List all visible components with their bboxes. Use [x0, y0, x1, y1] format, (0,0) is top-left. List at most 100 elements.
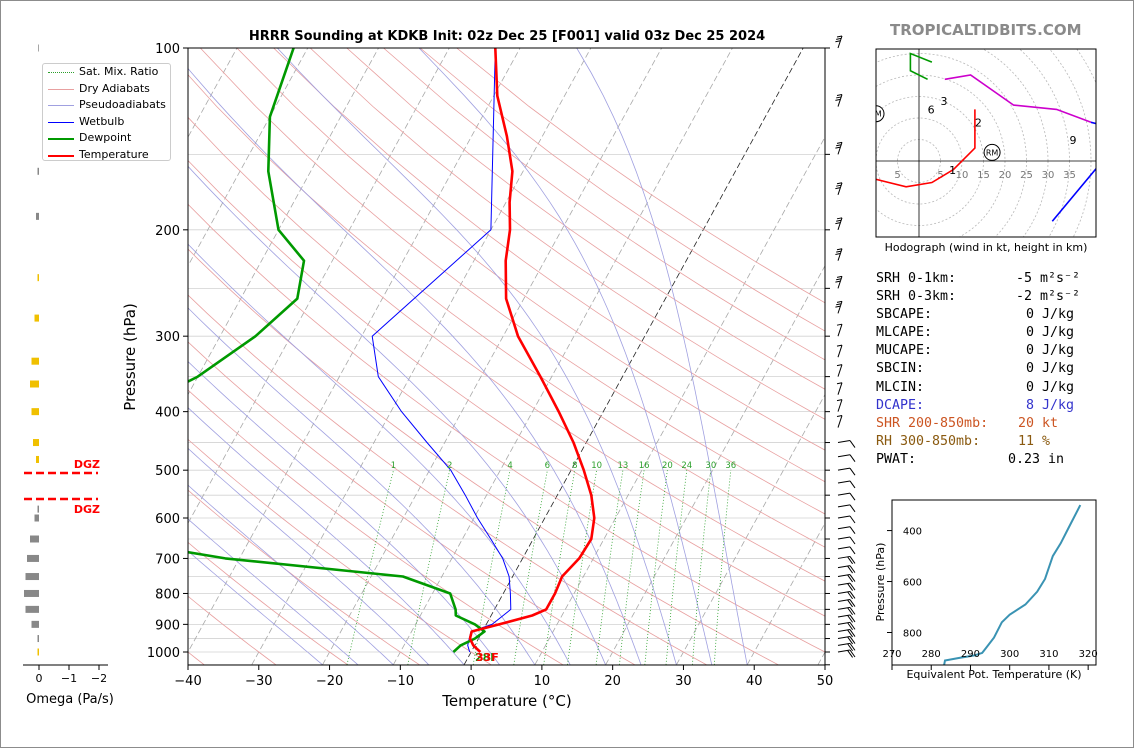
mixing-ratio-label: 8 — [572, 461, 577, 471]
wind-barb-staff — [837, 142, 843, 155]
isotherm-line — [188, 48, 379, 396]
omega-tick-label: −2 — [91, 672, 107, 685]
pseudoadiabat-line — [188, 361, 500, 665]
wind-barb-staff — [837, 480, 851, 484]
wind-barb-flag — [847, 574, 854, 583]
hodograph-ring-label: 10 — [956, 170, 969, 181]
wind-barb-flag — [849, 643, 856, 651]
wind-barb-flag — [849, 607, 856, 615]
wind-barb-staff — [837, 301, 843, 314]
omega-bar — [30, 380, 39, 388]
x-tick-label: 0 — [467, 674, 475, 689]
dry-adiabat-line — [309, 48, 825, 420]
legend-item-temperature: Temperature — [43, 148, 170, 164]
omega-bar — [27, 554, 39, 562]
y-tick-label: 1000 — [147, 646, 180, 661]
hodograph-height-label: 9 — [1070, 134, 1077, 147]
mixing-ratio-label: 30 — [705, 461, 716, 471]
omega-bar — [37, 635, 39, 643]
wind-barb-staff — [837, 217, 843, 230]
hodograph-height-label: 1 — [949, 164, 956, 177]
wind-barb-flag — [849, 504, 856, 513]
dgz-bottom-label: DGZ — [74, 503, 100, 516]
wind-barb-staff — [837, 440, 851, 444]
hodograph-height-label: 2 — [975, 117, 982, 130]
wind-barb-flag — [847, 599, 854, 608]
wind-barb — [837, 606, 856, 616]
skewt-plot: −40 −30 −20 −10 0 10 20 30 40 50 1002003004005006… — [121, 35, 856, 710]
x-tick-label: 50 — [817, 674, 834, 689]
x-tick-label: 30 — [675, 674, 692, 689]
theta-e-x-tick-label: 290 — [961, 649, 980, 660]
hodograph-trace — [1051, 121, 1096, 222]
x-tick-label: 20 — [604, 674, 621, 689]
omega-bar — [37, 648, 39, 656]
wind-barb-flag — [836, 35, 843, 38]
wind-barb — [837, 614, 856, 623]
param-row: MLCAPE: 0 J/kg — [876, 325, 1075, 341]
wind-barb-flag — [849, 614, 856, 623]
wind-barb-flag — [849, 649, 856, 658]
wind-barb-flag — [849, 574, 856, 582]
omega-bar — [36, 455, 39, 463]
hodograph-ring-label: 20 — [999, 170, 1012, 181]
y-axis-label: Pressure (hPa) — [121, 303, 139, 411]
wind-barb-flag — [849, 636, 856, 644]
dry-adiabat-line — [188, 595, 277, 665]
pseudoadiabat-line — [188, 550, 323, 665]
theta-e-ylabel: Pressure (hPa) — [874, 543, 887, 622]
wind-barb-staff — [837, 382, 843, 395]
param-row: SRH 0-3km: -2 m²s⁻² — [876, 289, 1081, 305]
param-row: SRH 0-1km: -5 m²s⁻² — [876, 271, 1081, 286]
omega-bar — [34, 514, 39, 522]
wind-barb — [837, 565, 856, 574]
hodograph-marker — [876, 105, 885, 123]
wind-barb — [837, 536, 856, 545]
mixing-ratio-label: 1 — [391, 461, 396, 471]
wind-barb-staff — [837, 345, 843, 358]
legend-item-sat-mix-ratio: Sat. Mix. Ratio — [43, 65, 170, 81]
y-tick-label: 600 — [155, 512, 180, 527]
omega-bar — [33, 439, 39, 447]
brand-watermark: TROPICALTIDBITS.COM — [890, 21, 1082, 39]
theta-e-xlabel: Equivalent Pot. Temperature (K) — [906, 668, 1081, 681]
wind-barb — [836, 399, 843, 412]
pseudoadiabat-line — [418, 48, 713, 665]
wind-barb-staff — [837, 276, 843, 289]
hodograph-ring-label: 5 — [937, 170, 943, 181]
wind-barb-staff — [837, 94, 843, 107]
wind-barb-flag — [847, 591, 854, 600]
hodograph-ring-label: 30 — [1042, 170, 1055, 181]
wind-barb-flag — [849, 599, 856, 607]
wind-barb-staff — [837, 454, 851, 458]
wind-barb — [837, 515, 856, 524]
wind-barb — [835, 94, 843, 107]
param-row: MUCAPE: 0 J/kg — [876, 343, 1075, 359]
wind-barb-flag — [849, 480, 856, 489]
hodograph-trace — [909, 52, 933, 81]
wind-barb-flag — [849, 565, 856, 573]
dry-adiabat-line — [419, 48, 825, 332]
wind-barb-flag — [836, 94, 843, 97]
param-row: PWAT: 0.23 in — [876, 451, 1065, 467]
mixing-ratio-line — [513, 470, 548, 665]
wind-barb-staff — [837, 515, 851, 519]
omega-bar — [36, 212, 39, 220]
wind-barb — [837, 599, 856, 608]
wind-barb — [837, 467, 856, 476]
dewpoint-line — [188, 48, 486, 653]
wind-barb — [836, 344, 843, 358]
theta-e-x-tick-label: 280 — [922, 649, 941, 660]
wind-barb-staff — [837, 324, 843, 337]
dry-adiabat-line — [188, 159, 825, 617]
wind-barb-flag — [849, 582, 856, 591]
wind-barb — [835, 217, 843, 230]
wind-barb — [837, 480, 856, 489]
x-axis-label: Temperature (°C) — [441, 692, 571, 710]
hodograph-marker-label: RM — [986, 148, 999, 157]
parameters-table: SRH 0-1km: -5 m²s⁻² SRH 0-3km: -2 m²s⁻² SB… — [876, 271, 1126, 470]
hodograph-trace — [952, 109, 976, 171]
wind-barb — [837, 492, 856, 501]
pseudoadiabat-line — [188, 484, 394, 665]
